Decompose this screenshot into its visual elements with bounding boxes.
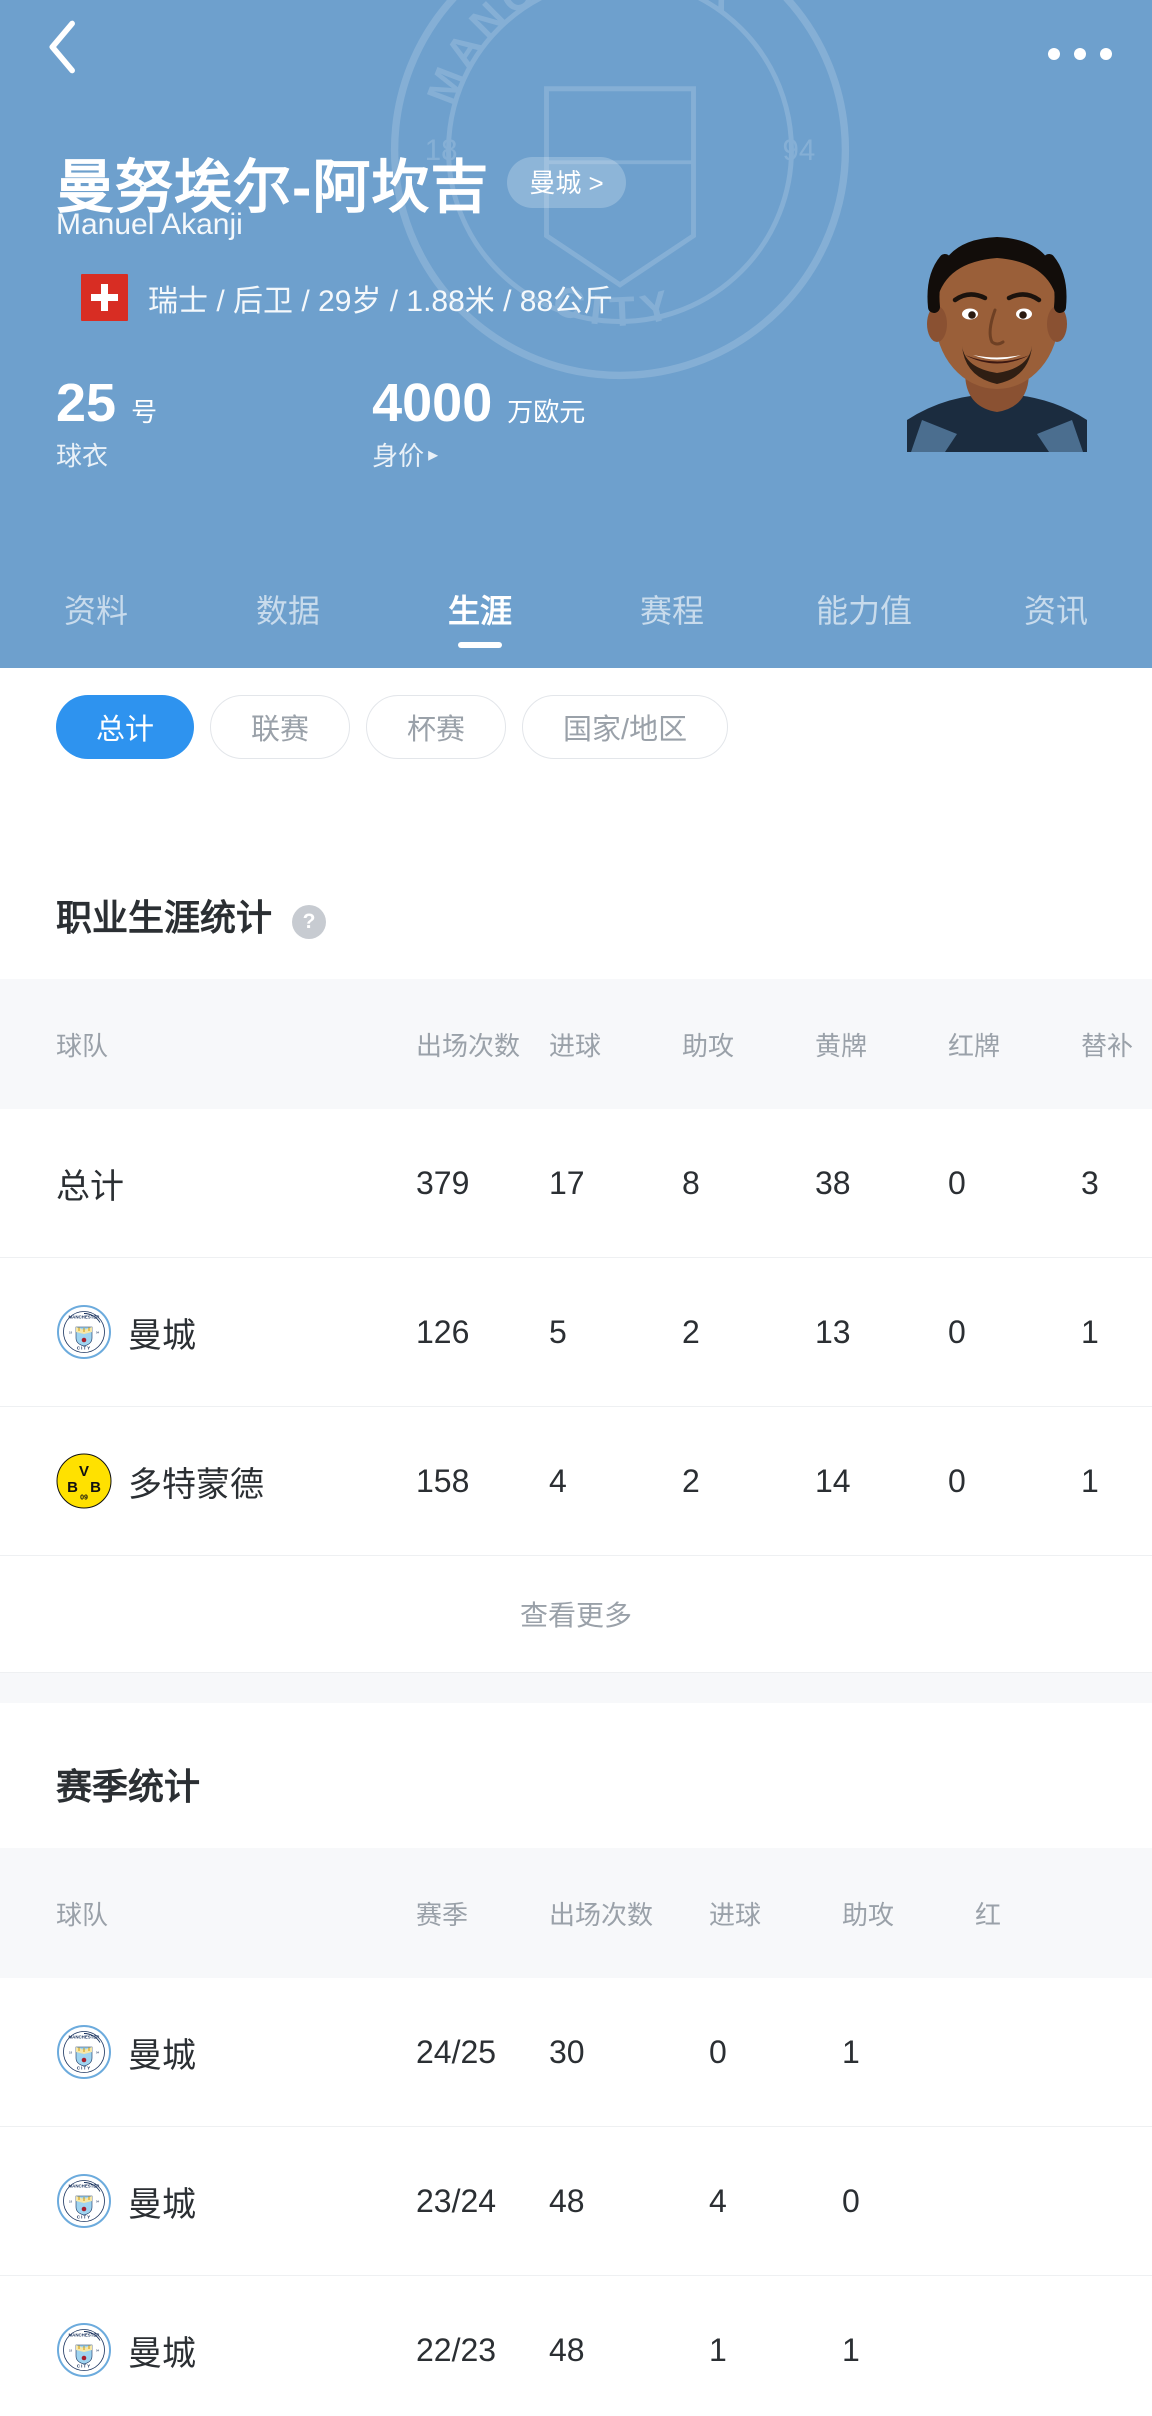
svg-text:94: 94 bbox=[782, 134, 815, 167]
